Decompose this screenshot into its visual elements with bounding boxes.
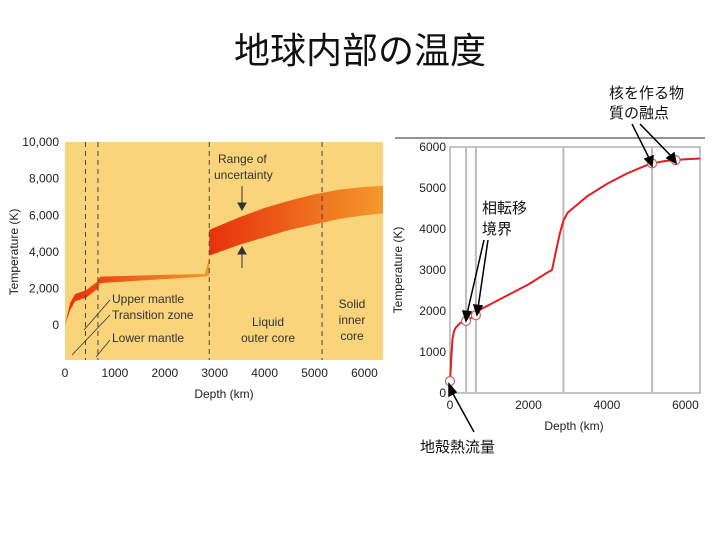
phase-transition-label-1: 相転移 <box>482 199 527 217</box>
transition-zone-label: Transition zone <box>112 308 194 322</box>
heat-flow-arrow-head <box>448 382 458 398</box>
right-y-tick-4: 4000 <box>419 222 446 236</box>
heat-flow-arrow <box>451 391 475 433</box>
inner-core-label-3: core <box>340 329 364 343</box>
left-x-tick-6: 6000 <box>351 366 378 380</box>
left-x-tick-2: 2000 <box>151 366 178 380</box>
left-x-tick-0: 0 <box>62 366 69 380</box>
core-melting-label-1: 核を作る物 <box>609 84 684 102</box>
right-boundary-lines <box>465 147 654 393</box>
right-plot-frame <box>449 146 701 394</box>
left-uncertainty-bands <box>65 186 383 326</box>
heat-flow-label: 地殻熱流量 <box>420 438 495 456</box>
range-label-1: Range of <box>218 152 267 166</box>
left-chart: 0 1000 2000 3000 4000 5000 6000 0 2,000 4,000 6,00… <box>7 135 383 401</box>
core-uncertainty-band <box>209 186 383 256</box>
inner-core-label-2: inner <box>339 313 366 327</box>
phase-arrow-right <box>477 239 489 309</box>
lower-mantle-label: Lower mantle <box>112 331 184 345</box>
left-y-tick-5: 10,000 <box>22 135 59 149</box>
jp-annotation-arrows <box>448 123 678 433</box>
right-y-tick-0: 0 <box>439 386 446 400</box>
left-boundary-lines <box>84 142 323 360</box>
phase-arrow-right-head <box>472 304 484 317</box>
left-x-tick-1: 1000 <box>102 366 129 380</box>
inner-core-label-1: Solid <box>339 297 366 311</box>
left-chart-background <box>65 142 383 360</box>
core-melting-label-2: 質の融点 <box>609 104 669 122</box>
right-y-tick-2: 2000 <box>419 304 446 318</box>
right-x-tick-3: 6000 <box>672 398 699 412</box>
core-arrow-left-head <box>643 154 654 168</box>
outer-core-label-2: outer core <box>241 331 295 345</box>
range-arrow-down-head <box>237 202 247 212</box>
right-x-axis-label: Depth (km) <box>544 419 603 433</box>
range-label-2: uncertainty <box>214 168 273 182</box>
left-tick-labels: 0 1000 2000 3000 4000 5000 6000 0 2,000 4,000 6,00… <box>22 135 378 380</box>
left-y-tick-0: 0 <box>52 318 59 332</box>
phase-transition-label-2: 境界 <box>482 220 512 238</box>
upper-mantle-label: Upper mantle <box>112 292 184 306</box>
left-y-tick-4: 8,000 <box>29 172 59 186</box>
leader-upper-mantle <box>83 299 111 331</box>
left-region-labels: Range of uncertainty Upper mantle Transi… <box>112 152 365 345</box>
core-arrow-left <box>631 123 651 161</box>
right-x-tick-0: 0 <box>447 398 454 412</box>
left-x-tick-3: 3000 <box>201 366 228 380</box>
left-leader-lines <box>71 299 111 358</box>
page-title: 地球内部の温度 <box>233 31 486 72</box>
left-y-tick-1: 2,000 <box>29 282 59 296</box>
left-x-axis-label: Depth (km) <box>194 387 253 401</box>
range-arrow-up-head <box>237 245 247 255</box>
range-arrows <box>237 186 247 268</box>
outer-core-label-1: Liquid <box>252 315 284 329</box>
left-y-tick-2: 4,000 <box>29 245 59 259</box>
right-y-tick-3: 3000 <box>419 263 446 277</box>
left-x-tick-4: 4000 <box>251 366 278 380</box>
right-y-tick-5: 5000 <box>419 181 446 195</box>
phase-arrow-left-head <box>461 310 473 323</box>
core-arrow-right <box>639 123 674 159</box>
phase-arrow-left <box>466 239 485 315</box>
leader-transition-zone <box>71 314 111 356</box>
right-y-tick-6: 6000 <box>419 140 446 154</box>
jp-annotations: 核を作る物 質の融点 相転移 境界 地殻熱流量 <box>420 84 684 456</box>
left-x-tick-5: 5000 <box>301 366 328 380</box>
temperature-line <box>449 157 701 382</box>
left-y-axis-label: Temperature (K) <box>7 209 21 296</box>
core-arrow-right-head <box>665 151 678 165</box>
right-x-tick-1: 2000 <box>515 398 542 412</box>
right-chart: 0 2000 4000 6000 0 1000 2000 3000 4000 5000 6000 D… <box>391 137 705 433</box>
left-y-tick-3: 6,000 <box>29 208 59 222</box>
mantle-uncertainty-band <box>65 257 210 326</box>
right-y-tick-1: 1000 <box>419 345 446 359</box>
right-y-axis-label: Temperature (K) <box>391 227 405 314</box>
right-tick-labels: 0 2000 4000 6000 0 1000 2000 3000 4000 5000 6000 <box>419 140 699 412</box>
right-x-tick-2: 4000 <box>594 398 621 412</box>
leader-lower-mantle <box>95 339 111 358</box>
